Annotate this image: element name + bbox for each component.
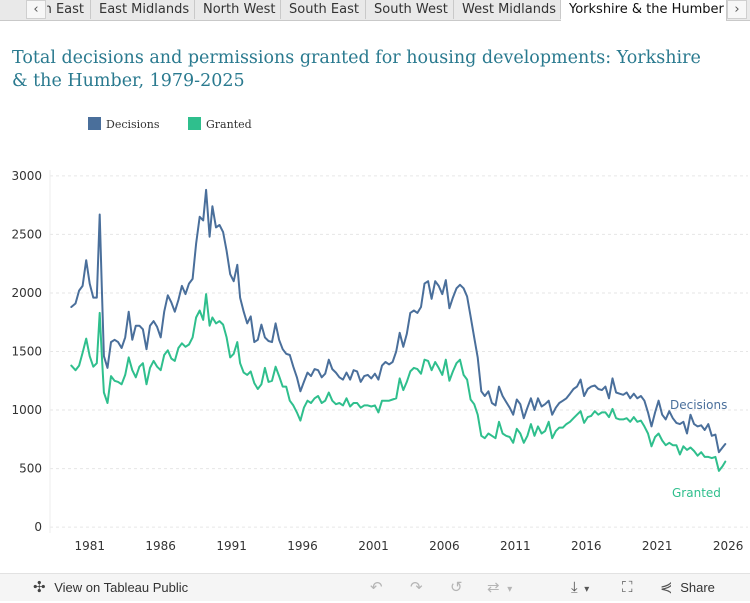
tab-label: South West <box>374 2 448 17</box>
x-tick-label: 1991 <box>216 539 247 553</box>
tab-north-west[interactable]: North West <box>195 0 281 19</box>
legend-item-granted[interactable]: Granted <box>188 117 252 131</box>
x-tick-label: 1986 <box>145 539 176 553</box>
series-end-label-decisions: Decisions <box>670 398 727 412</box>
y-tick-label: 3000 <box>11 169 42 183</box>
y-tick-label: 2500 <box>11 227 42 241</box>
x-tick-label: 1981 <box>74 539 105 553</box>
revert-icon: ↺ <box>450 579 463 596</box>
series-end-labels: Decisions Granted <box>670 398 727 500</box>
tab-south-east[interactable]: South East <box>281 0 366 19</box>
legend-label: Granted <box>206 118 252 131</box>
fullscreen-button[interactable]: ⛶ <box>622 574 633 601</box>
x-tick-label: 2016 <box>571 539 602 553</box>
sheet-tab-bar: North East ‹ East Midlands North West So… <box>0 0 750 21</box>
y-tick-label: 500 <box>19 462 42 476</box>
series-lines <box>70 188 727 472</box>
series-end-label-granted: Granted <box>672 486 721 500</box>
series-line-granted[interactable] <box>70 293 727 472</box>
legend-swatch-decisions <box>88 117 101 130</box>
gridlines <box>50 175 748 528</box>
view-on-tableau-public-link[interactable]: ✣ View on Tableau Public <box>33 574 188 601</box>
tab-south-west[interactable]: South West <box>366 0 454 19</box>
chevron-right-icon: › <box>734 2 740 17</box>
x-tick-label: 2006 <box>429 539 460 553</box>
tab-label: South East <box>289 2 359 17</box>
revert-button[interactable]: ↺ <box>450 574 463 601</box>
tab-label: East Midlands <box>99 2 190 17</box>
tab-west-midlands[interactable]: West Midlands <box>454 0 561 19</box>
x-tick-label: 2021 <box>642 539 673 553</box>
tab-label: North West <box>203 2 276 17</box>
chart-title: Total decisions and permissions granted … <box>12 48 701 91</box>
undo-icon: ↶ <box>370 579 383 596</box>
tab-label: North East <box>47 2 84 17</box>
x-tick-label: 2011 <box>500 539 531 553</box>
y-tick-label: 1000 <box>11 403 42 417</box>
download-icon: ⤓ <box>571 579 578 596</box>
x-tick-label: 2026 <box>713 539 744 553</box>
tab-scroll-right-button[interactable]: › <box>727 0 747 19</box>
chevron-down-icon: ▾ <box>584 584 590 595</box>
tab-east-midlands[interactable]: East Midlands <box>91 0 195 19</box>
tab-yorkshire-humber[interactable]: Yorkshire & the Humber <box>561 0 727 21</box>
download-button[interactable]: ⤓ ▾ <box>571 574 589 601</box>
redo-button[interactable]: ↷ <box>410 574 423 601</box>
line-chart[interactable]: 0 500 1000 1500 2000 2500 3000 1981 1986 1991 1996… <box>0 160 750 560</box>
tableau-logo-icon: ✣ <box>33 579 46 596</box>
chevron-left-icon: ‹ <box>33 2 39 17</box>
axes: 0 500 1000 1500 2000 2500 3000 1981 1986 1991 1996… <box>11 169 743 553</box>
share-button[interactable]: ⋞ Share <box>660 574 715 601</box>
tab-scroll-left-button[interactable]: ‹ <box>26 0 46 19</box>
legend-label: Decisions <box>106 118 160 131</box>
refresh-button[interactable]: ⇄ ▾ <box>487 574 512 601</box>
y-tick-label: 2000 <box>11 286 42 300</box>
undo-button[interactable]: ↶ <box>370 574 383 601</box>
x-tick-label: 1996 <box>287 539 318 553</box>
view-on-tableau-public-label: View on Tableau Public <box>54 580 189 595</box>
refresh-icon: ⇄ <box>487 579 500 596</box>
tab-north-east[interactable]: North East <box>47 0 91 19</box>
series-line-decisions[interactable] <box>70 188 727 454</box>
tableau-toolbar: ✣ View on Tableau Public ↶ ↷ ↺ ⇄ ▾ ⤓ ▾ ⛶… <box>0 573 750 601</box>
share-label: Share <box>680 580 715 595</box>
tab-label: Yorkshire & the Humber <box>569 2 724 17</box>
redo-icon: ↷ <box>410 579 423 596</box>
legend-item-decisions[interactable]: Decisions <box>88 117 160 131</box>
share-icon: ⋞ <box>660 579 673 596</box>
legend-swatch-granted <box>188 117 201 130</box>
tab-label: West Midlands <box>462 2 557 17</box>
x-tick-label: 2001 <box>358 539 389 553</box>
chevron-down-icon: ▾ <box>507 584 513 595</box>
y-tick-label: 1500 <box>11 345 42 359</box>
y-tick-label: 0 <box>34 520 42 534</box>
fullscreen-icon: ⛶ <box>622 579 633 596</box>
